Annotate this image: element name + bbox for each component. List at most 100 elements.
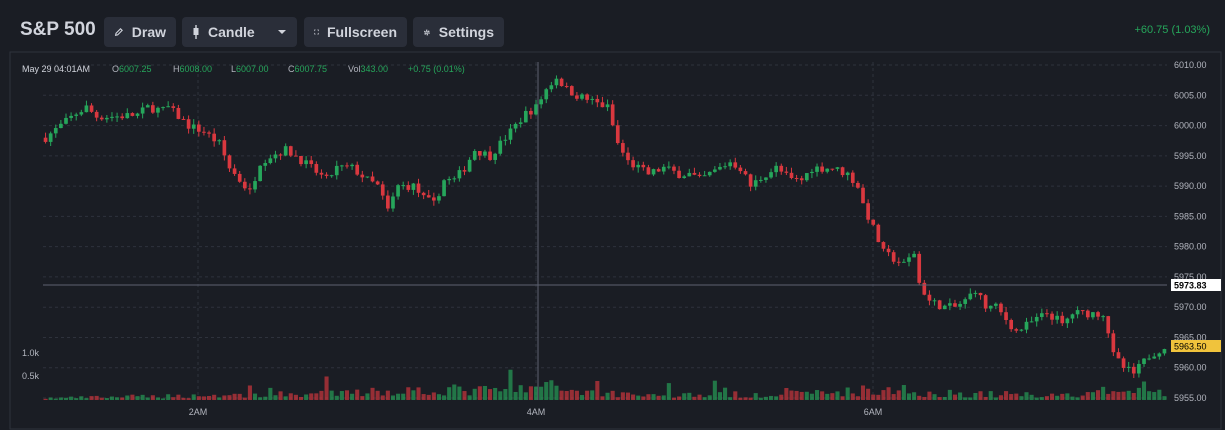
volume-bar — [319, 390, 324, 400]
candle-body — [850, 172, 855, 183]
candle-body — [1137, 363, 1141, 374]
candle-body — [156, 107, 160, 113]
volume-bar — [702, 397, 707, 400]
volume-bar — [769, 395, 774, 400]
y-tick-label: 5955.00 — [1174, 393, 1207, 403]
legend-change: +0.75 (0.01%) — [408, 64, 465, 74]
volume-bar — [1070, 396, 1075, 400]
candle-body — [866, 203, 870, 220]
candle-body — [1065, 318, 1070, 324]
settings-label: Settings — [438, 24, 494, 40]
volume-bar — [814, 390, 820, 400]
volume-bar — [421, 394, 426, 400]
candle-body — [958, 303, 962, 307]
fullscreen-label: Fullscreen — [326, 24, 397, 40]
candle-body — [396, 185, 400, 197]
volume-bar — [217, 397, 222, 400]
volume-bar — [411, 390, 416, 400]
volume-bar — [99, 397, 104, 400]
candle-body — [983, 295, 988, 309]
volume-bar — [671, 397, 677, 400]
candle-body — [161, 107, 165, 109]
candle-body — [1111, 333, 1116, 353]
legend-high: H6008.00 — [173, 64, 212, 74]
volume-bar — [360, 396, 365, 400]
volume-bar — [860, 385, 866, 400]
volume-bar — [549, 380, 554, 400]
candle-body — [917, 253, 922, 283]
volume-bar — [687, 392, 692, 400]
volume-bar — [227, 395, 232, 400]
current-price-label: 5963.50 — [1174, 342, 1207, 352]
candle-body — [493, 153, 497, 160]
draw-label: Draw — [131, 24, 166, 40]
volume-bar — [983, 396, 988, 400]
candle-body — [799, 178, 804, 181]
candle-body — [191, 124, 196, 129]
volume-bar — [717, 392, 722, 400]
candle-body — [432, 197, 436, 201]
candle-body — [718, 166, 722, 170]
volume-bar — [482, 385, 487, 400]
chart-type-dropdown[interactable]: Candle — [182, 17, 297, 47]
candle-body — [437, 196, 441, 201]
candle-body — [421, 192, 426, 196]
volume-bar — [166, 394, 171, 400]
volume-bar — [513, 391, 518, 400]
candle-body — [202, 131, 206, 133]
volume-bar — [569, 389, 574, 400]
draw-button[interactable]: Draw — [104, 17, 176, 47]
candle-body — [605, 104, 610, 108]
candle-body — [196, 124, 201, 132]
candle-body — [815, 166, 819, 172]
candle-body — [283, 146, 288, 156]
crosshair-price-label: 5973.83 — [1174, 281, 1207, 291]
candle-body — [53, 128, 58, 134]
volume-tick-label: 1.0k — [22, 348, 40, 358]
fullscreen-button[interactable]: Fullscreen — [304, 17, 407, 47]
volume-bar — [161, 398, 166, 400]
y-tick-label: 5970.00 — [1174, 302, 1207, 312]
volume-bar — [426, 394, 431, 400]
candle-body — [988, 305, 993, 309]
volume-bar — [533, 386, 539, 400]
candle-body — [994, 303, 998, 306]
candle-body — [932, 300, 937, 302]
volume-bar — [237, 393, 242, 400]
volume-bar — [993, 397, 998, 400]
candle-body — [462, 170, 467, 172]
candle-body — [912, 253, 916, 258]
volume-bar — [799, 391, 804, 400]
candle-body — [764, 177, 768, 180]
candle-body — [508, 128, 513, 140]
volume-bar — [753, 393, 758, 400]
candle-body — [738, 167, 743, 172]
candle-body — [1009, 319, 1014, 330]
candle-body — [1142, 358, 1146, 364]
candle-body — [769, 172, 773, 178]
volume-bar — [1024, 392, 1029, 400]
legend-low: L6007.00 — [231, 64, 269, 74]
candle-body — [544, 89, 549, 100]
volume-bar — [1034, 397, 1039, 400]
volume-bar — [293, 394, 298, 400]
candle-body — [334, 165, 339, 176]
candle-body — [411, 183, 416, 190]
volume-bar — [503, 389, 508, 400]
volume-bar — [1162, 396, 1167, 400]
open-value: 6007.25 — [119, 64, 152, 74]
candle-body — [186, 119, 191, 129]
settings-button[interactable]: Settings — [413, 17, 504, 47]
volume-bar — [365, 393, 370, 400]
candle-body — [856, 182, 860, 188]
legend-time: May 29 04:01AM — [22, 64, 91, 74]
candle-body — [810, 171, 814, 174]
candle-body — [1060, 315, 1065, 324]
candle-body — [539, 99, 543, 105]
volume-bar — [845, 387, 850, 400]
volume-bar — [298, 397, 304, 400]
candle-body — [309, 160, 314, 165]
candle-body — [523, 110, 528, 123]
volume-bar — [385, 390, 390, 400]
